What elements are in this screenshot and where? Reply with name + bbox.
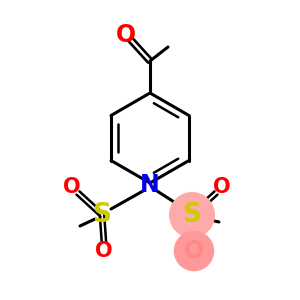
Text: O: O — [95, 241, 113, 261]
Text: S: S — [92, 202, 112, 228]
Text: O: O — [184, 239, 204, 263]
Text: O: O — [213, 177, 231, 197]
Text: N: N — [140, 173, 160, 197]
Text: O: O — [63, 177, 81, 197]
Text: O: O — [116, 23, 136, 47]
Text: S: S — [182, 202, 202, 228]
